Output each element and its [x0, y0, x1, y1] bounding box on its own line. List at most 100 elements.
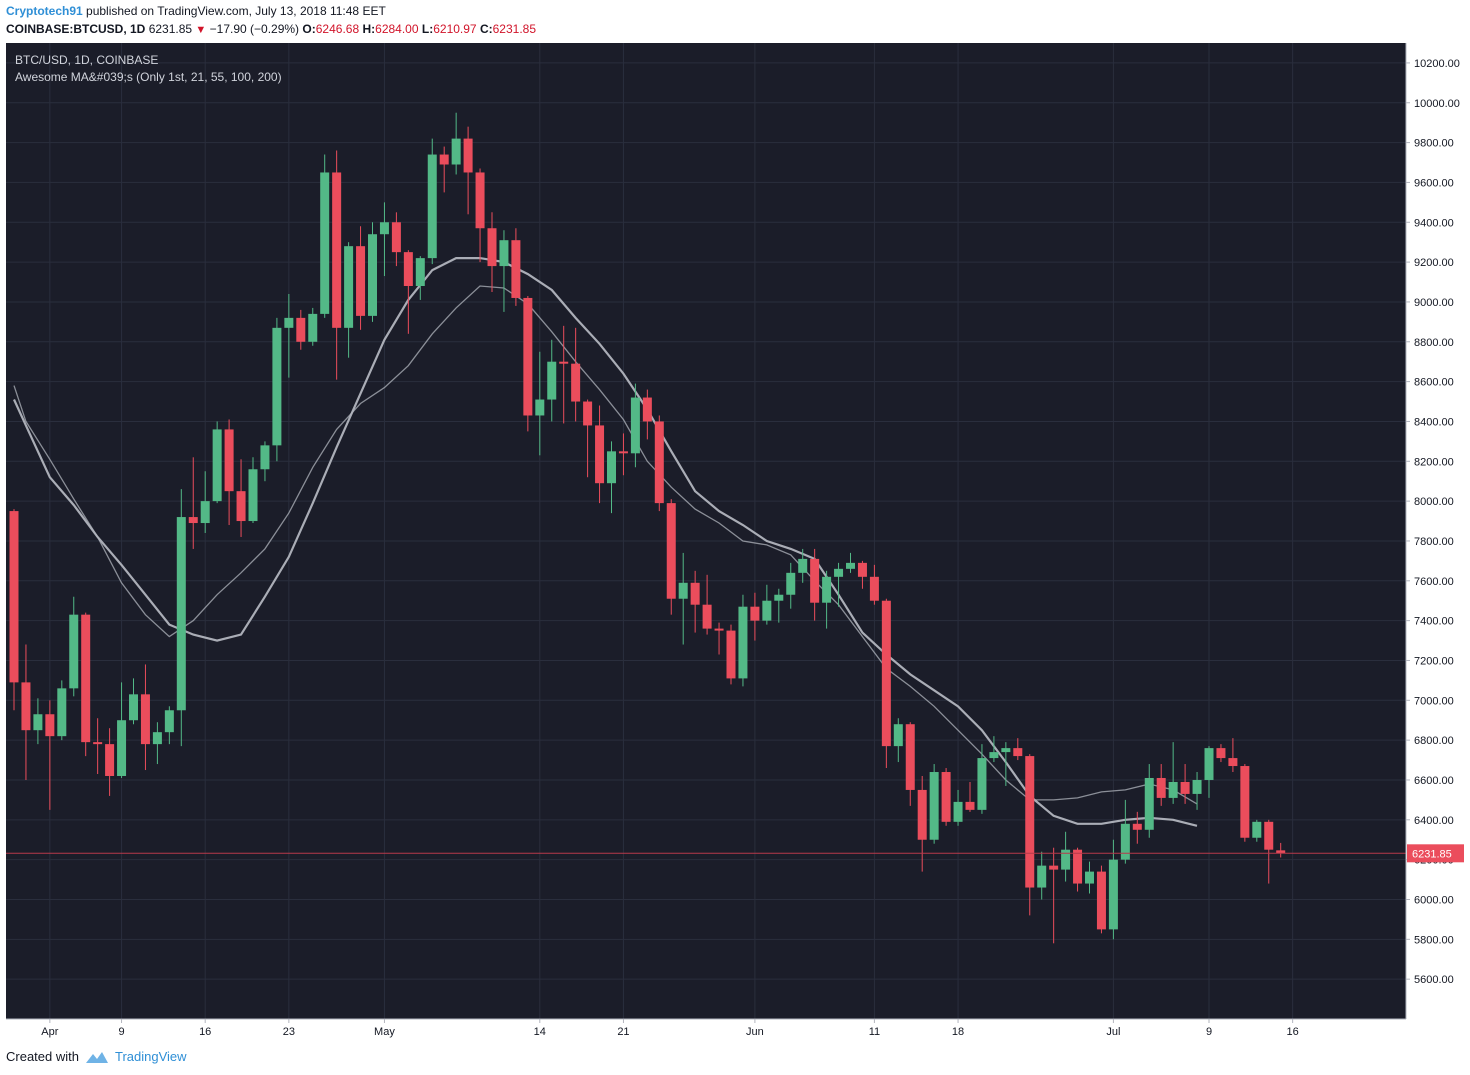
candle-body: [320, 172, 330, 314]
candle-body: [499, 240, 509, 267]
candle-body: [977, 758, 987, 810]
y-axis-labels[interactable]: 5600.005800.006000.006200.006400.006600.…: [1406, 58, 1460, 986]
candlestick-chart[interactable]: 5600.005800.006000.006200.006400.006600.…: [6, 43, 1466, 1043]
candle-body: [786, 572, 796, 595]
candle-down: [9, 509, 19, 711]
candle-body: [1204, 748, 1214, 780]
x-tick-label: 11: [869, 1026, 880, 1038]
tradingview-logo-icon[interactable]: [85, 1050, 109, 1064]
candle-up: [379, 202, 389, 277]
candle-body: [463, 138, 473, 173]
candle-body: [308, 313, 318, 342]
candle-down: [571, 327, 581, 422]
candle-body: [810, 558, 820, 603]
candle-body: [535, 399, 545, 416]
candle-down: [1276, 842, 1286, 858]
low-label: L:: [421, 22, 434, 36]
candle-body: [272, 327, 282, 446]
candle-down: [559, 325, 569, 424]
x-tick-label: Jun: [746, 1026, 764, 1038]
y-tick-label: 7800.00: [1414, 536, 1454, 548]
candle-down: [487, 212, 497, 292]
y-tick-label: 10000.00: [1414, 98, 1460, 110]
candle-body: [929, 772, 939, 840]
candle-body: [846, 562, 855, 569]
candle-body: [105, 744, 115, 776]
x-tick-label: 9: [118, 1026, 124, 1038]
x-tick-label: 21: [617, 1026, 629, 1038]
created-with-label: Created with: [6, 1049, 79, 1064]
candle-down: [869, 564, 879, 605]
candle-up: [977, 744, 987, 814]
chart-area[interactable]: 5600.005800.006000.006200.006400.006600.…: [6, 43, 1466, 1043]
candles: [9, 112, 1286, 944]
candle-down: [714, 622, 724, 655]
candle-body: [822, 576, 832, 603]
close-value: 6231.85: [492, 22, 537, 36]
candle-down: [1228, 738, 1238, 773]
candle-body: [881, 600, 891, 747]
y-tick-label: 8800.00: [1414, 337, 1454, 349]
candle-body: [1001, 748, 1011, 753]
candle-down: [105, 728, 115, 796]
candle-down: [523, 295, 533, 432]
candle-body: [344, 246, 354, 328]
candle-body: [212, 429, 222, 502]
candle-body: [236, 491, 246, 522]
plot-background[interactable]: [6, 43, 1406, 1019]
candle-body: [93, 742, 103, 745]
candle-up: [846, 552, 855, 573]
y-tick-label: 6400.00: [1414, 815, 1454, 827]
candle-body: [690, 582, 700, 605]
candle-up: [1252, 819, 1262, 842]
candle-up: [164, 706, 174, 745]
y-tick-label: 5800.00: [1414, 934, 1454, 946]
candle-body: [953, 801, 963, 822]
candle-body: [666, 503, 676, 599]
candle-up: [535, 351, 545, 456]
candle-up: [260, 441, 270, 482]
candle-body: [368, 234, 377, 316]
y-tick-label: 6600.00: [1414, 775, 1454, 787]
candle-up: [834, 562, 844, 607]
candle-up: [33, 698, 43, 745]
candle-body: [642, 397, 652, 422]
candle-down: [439, 146, 449, 193]
candle-up: [308, 307, 318, 346]
candle-body: [738, 606, 748, 679]
x-tick-label: 18: [952, 1026, 964, 1038]
candle-down: [810, 548, 820, 621]
candle-down: [1025, 754, 1035, 916]
candle-down: [296, 309, 306, 350]
candle-body: [607, 451, 616, 484]
candle-body: [1228, 758, 1238, 767]
candle-body: [1132, 823, 1142, 830]
footer: Created with TradingView: [6, 1049, 187, 1064]
y-tick-label: 8600.00: [1414, 377, 1454, 389]
candle-body: [893, 724, 903, 747]
author-link[interactable]: Cryptotech91: [6, 4, 83, 18]
x-axis-labels[interactable]: Apr 9 16 23 May 14 21 Jun 11 18 Jul 9 16: [41, 1019, 1299, 1038]
candle-body: [356, 246, 366, 316]
ma-line: [13, 257, 1198, 827]
candle-body: [21, 682, 31, 731]
tradingview-link[interactable]: TradingView: [114, 1049, 187, 1064]
candle-body: [475, 172, 485, 229]
x-tick-label: 16: [1287, 1026, 1299, 1038]
candle-up: [1061, 831, 1071, 882]
candle-up: [152, 722, 162, 765]
candle-body: [379, 222, 389, 235]
candle-body: [188, 517, 198, 524]
candle-up: [786, 562, 796, 609]
candle-up: [798, 548, 808, 583]
y-tick-label: 7400.00: [1414, 616, 1454, 628]
candle-body: [1120, 823, 1130, 860]
candle-body: [9, 511, 19, 683]
candle-body: [726, 630, 736, 679]
y-tick-label: 7600.00: [1414, 576, 1454, 588]
candle-up: [547, 339, 557, 422]
candle-up: [284, 293, 294, 378]
candle-up: [1204, 746, 1214, 798]
candle-down: [188, 457, 198, 549]
candle-down: [1180, 764, 1190, 804]
